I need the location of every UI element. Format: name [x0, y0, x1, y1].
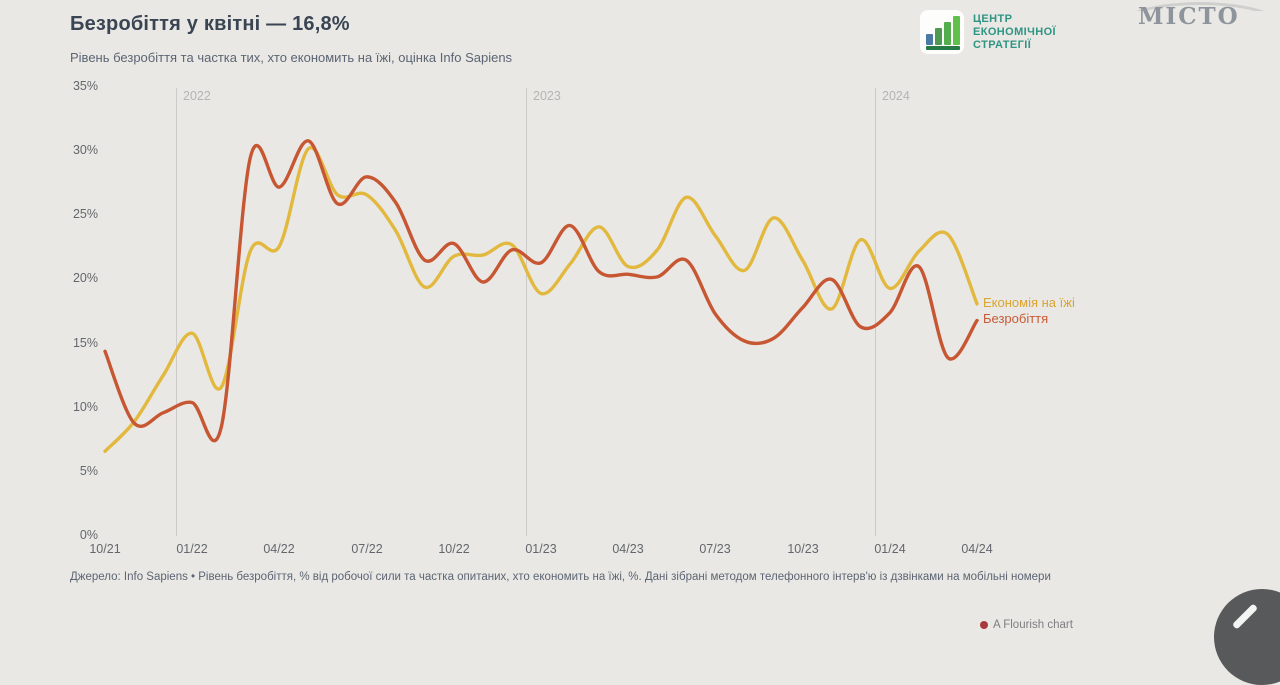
chart-subtitle: Рівень безробіття та частка тих, хто еко… [70, 50, 513, 65]
y-tick-label: 25% [72, 207, 98, 221]
y-tick-label: 10% [72, 400, 98, 414]
y-tick-label: 30% [72, 143, 98, 157]
page-title: Безробіття у квітні — 16,8% [70, 13, 350, 35]
x-tick-label: 04/23 [612, 542, 644, 556]
y-tick-label: 20% [72, 271, 98, 285]
year-gridline-2022 [176, 88, 177, 536]
x-tick-label: 10/23 [787, 542, 819, 556]
ces-logo: ЦЕНТР ЕКОНОМІЧНОЇ СТРАТЕГІЇ [920, 10, 1056, 54]
x-tick-label: 07/22 [351, 542, 383, 556]
misto-watermark: МІСТО [1138, 3, 1240, 30]
y-tick-label: 0% [79, 528, 98, 542]
bar-chart-logo-icon [920, 10, 964, 54]
x-tick-label: 04/24 [961, 542, 993, 556]
flourish-attribution-label: A Flourish chart [993, 619, 1073, 631]
y-tick-label: 35% [72, 79, 98, 93]
year-label: 2022 [183, 89, 211, 103]
line-chart: 35% 30% 25% 20% 15% 10% 5% 0% 2022 2023 … [72, 79, 1075, 556]
year-gridline-2023 [526, 88, 527, 536]
edit-pencil-icon [1231, 603, 1259, 630]
x-tick-label: 01/23 [525, 542, 557, 556]
x-tick-label: 01/22 [176, 542, 208, 556]
year-label: 2023 [533, 89, 561, 103]
x-tick-label: 04/22 [263, 542, 295, 556]
year-label: 2024 [882, 89, 910, 103]
ces-logo-line1: ЦЕНТР [973, 12, 1013, 25]
year-gridline-2024 [875, 88, 876, 536]
legend-label-unemployment: Безробіття [983, 311, 1049, 326]
misto-watermark-arc [1105, 0, 1280, 11]
chart-canvas [103, 139, 979, 453]
x-tick-label: 10/21 [89, 542, 121, 556]
legend-label-food-saving: Економія на їжі [983, 295, 1075, 310]
x-tick-label: 07/23 [699, 542, 731, 556]
x-tick-label: 01/24 [874, 542, 906, 556]
flourish-attribution-link[interactable]: A Flourish chart [980, 619, 1073, 631]
y-tick-label: 5% [79, 464, 98, 478]
source-note: Джерело: Info Sapiens • Рівень безробітт… [70, 571, 1051, 583]
data-line-0 [103, 145, 979, 453]
ces-logo-text: ЦЕНТР ЕКОНОМІЧНОЇ СТРАТЕГІЇ [973, 13, 1056, 52]
ces-logo-line3: СТРАТЕГІЇ [973, 38, 1032, 51]
y-tick-label: 15% [72, 336, 98, 350]
x-tick-label: 10/22 [438, 542, 470, 556]
ces-logo-line2: ЕКОНОМІЧНОЇ [973, 25, 1056, 38]
flourish-logo-icon [980, 621, 988, 629]
data-line-1 [103, 139, 979, 443]
